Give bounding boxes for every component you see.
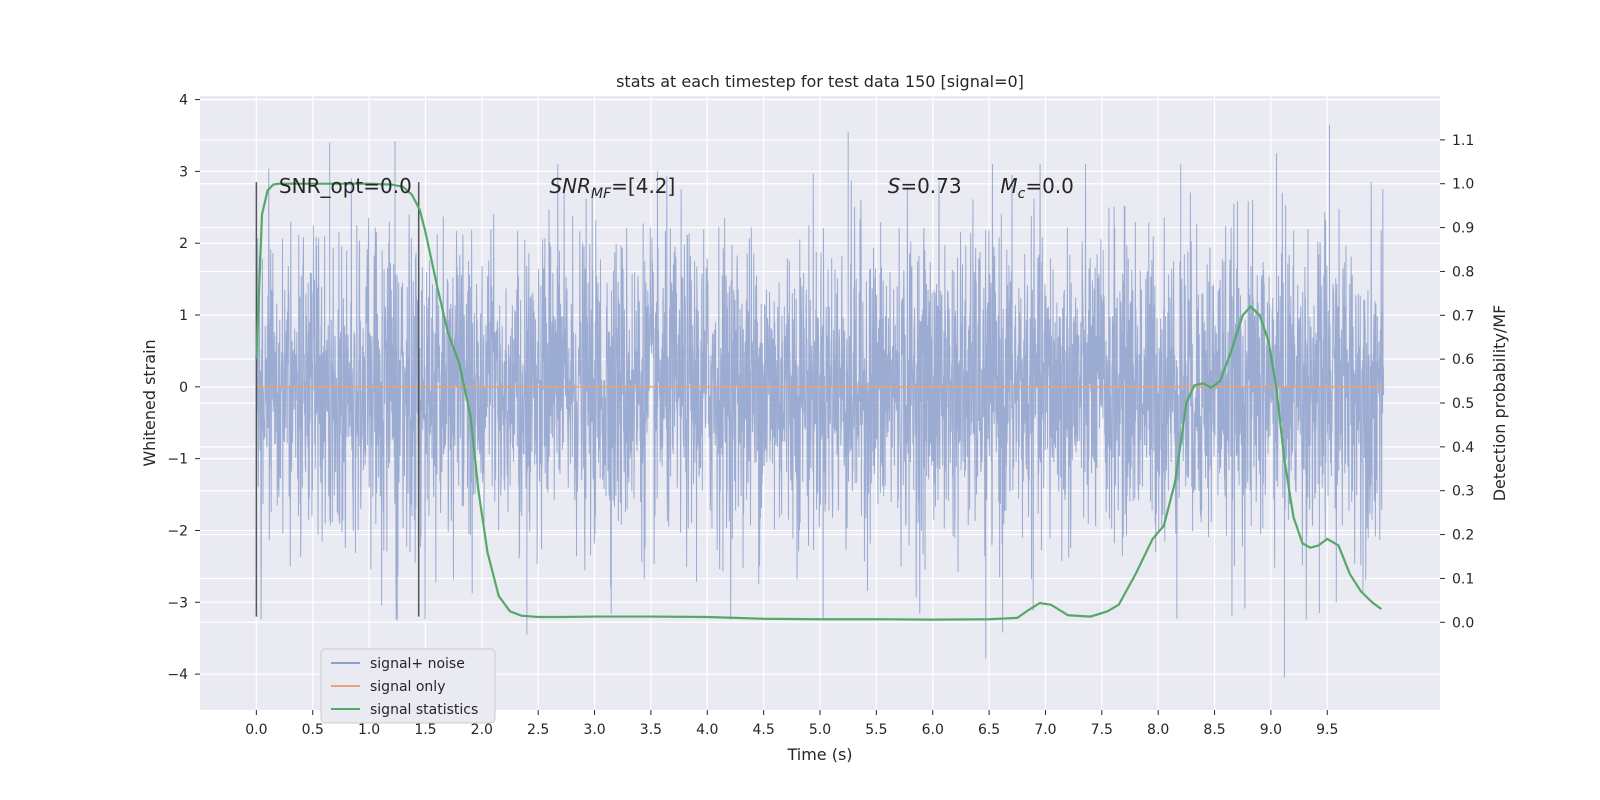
legend-label-signal-noise: signal+ noise bbox=[370, 656, 465, 672]
y-right-tick-label: 0.2 bbox=[1452, 528, 1474, 544]
x-tick-label: 4.5 bbox=[753, 722, 775, 738]
y-right-tick-label: 1.1 bbox=[1452, 133, 1474, 149]
y-right-tick-label: 0.6 bbox=[1452, 352, 1474, 368]
y-right-tick-label: 0.9 bbox=[1452, 221, 1474, 237]
x-tick-label: 7.0 bbox=[1034, 722, 1056, 738]
annotation-subscript: MF bbox=[591, 186, 612, 202]
annotation-main: SNR_opt=0.0 bbox=[279, 174, 412, 198]
y-axis-ticks: −4 −3 −2 −1 0 1 2 3 4 bbox=[167, 93, 200, 683]
signal-noise-series bbox=[255, 124, 1385, 678]
x-axis-label: Time (s) bbox=[786, 745, 852, 764]
x-tick-label: 2.0 bbox=[471, 722, 493, 738]
legend-box bbox=[320, 648, 496, 724]
y-tick-label: 2 bbox=[179, 236, 188, 252]
y-right-axis-label: Detection probability/MF bbox=[1490, 305, 1509, 502]
y-tick-label: −2 bbox=[167, 523, 188, 539]
y-tick-label: 3 bbox=[179, 164, 188, 180]
annotations: SNR_opt=0.0 SNRMF=[4.2] S=0.73 Mc=0.0 bbox=[279, 174, 1074, 202]
x-tick-label: 9.0 bbox=[1260, 722, 1282, 738]
x-tick-label: 3.5 bbox=[640, 722, 662, 738]
legend: signal+ noise signal only signal statist… bbox=[320, 648, 496, 724]
annotation-2: S=0.73 bbox=[888, 174, 962, 198]
annotation-value: =0.73 bbox=[900, 174, 961, 198]
y-right-tick-label: 0.4 bbox=[1452, 440, 1474, 456]
annotation-main: S bbox=[888, 174, 901, 198]
annotation-0: SNR_opt=0.0 bbox=[279, 174, 412, 198]
y-tick-label: 4 bbox=[179, 93, 188, 109]
annotation-main: SNR bbox=[549, 174, 591, 198]
x-tick-label: 6.0 bbox=[922, 722, 944, 738]
x-tick-label: 9.5 bbox=[1316, 722, 1338, 738]
x-tick-label: 1.0 bbox=[358, 722, 380, 738]
chart-title: stats at each timestep for test data 150… bbox=[616, 72, 1024, 91]
annotation-1: SNRMF=[4.2] bbox=[549, 174, 675, 202]
annotation-subscript: c bbox=[1018, 186, 1026, 202]
y-axis-label: Whitened strain bbox=[140, 339, 159, 466]
x-tick-label: 3.0 bbox=[583, 722, 605, 738]
y-tick-label: −4 bbox=[167, 667, 188, 683]
y-right-tick-label: 1.0 bbox=[1452, 177, 1474, 193]
x-tick-label: 5.0 bbox=[809, 722, 831, 738]
y-tick-label: 1 bbox=[179, 308, 188, 324]
y-right-tick-label: 0.7 bbox=[1452, 308, 1474, 324]
x-tick-label: 8.5 bbox=[1203, 722, 1225, 738]
annotation-3: Mc=0.0 bbox=[1000, 174, 1074, 202]
x-tick-label: 0.5 bbox=[302, 722, 324, 738]
x-tick-label: 6.5 bbox=[978, 722, 1000, 738]
vertical-markers bbox=[255, 182, 420, 617]
signal-statistics-line bbox=[255, 182, 1383, 621]
x-tick-label: 4.0 bbox=[696, 722, 718, 738]
y-right-tick-label: 0.5 bbox=[1452, 396, 1474, 412]
x-axis-ticks: 0.0 0.5 1.0 1.5 2.0 2.5 3.0 3.5 4.0 4.5 5.0 5.5 6.0 6… bbox=[245, 710, 1338, 738]
y-right-tick-label: 0.8 bbox=[1452, 264, 1474, 280]
legend-label-signal-only: signal only bbox=[370, 679, 445, 695]
x-tick-label: 0.0 bbox=[245, 722, 267, 738]
x-tick-label: 7.5 bbox=[1091, 722, 1113, 738]
signal-statistics-series bbox=[255, 182, 1383, 621]
y-right-tick-label: 0.3 bbox=[1452, 484, 1474, 500]
y-tick-label: 0 bbox=[179, 380, 188, 396]
x-tick-label: 5.5 bbox=[865, 722, 887, 738]
y-right-tick-label: 0.1 bbox=[1452, 571, 1474, 587]
x-tick-label: 2.5 bbox=[527, 722, 549, 738]
x-tick-label: 1.5 bbox=[414, 722, 436, 738]
y-right-tick-label: 0.0 bbox=[1452, 615, 1474, 631]
annotation-value: =[4.2] bbox=[611, 174, 675, 198]
signal-noise-line bbox=[255, 124, 1385, 678]
annotation-value: =0.0 bbox=[1025, 174, 1074, 198]
annotation-main: M bbox=[1000, 174, 1017, 198]
x-tick-label: 8.0 bbox=[1147, 722, 1169, 738]
legend-label-signal-statistics: signal statistics bbox=[370, 702, 478, 718]
y-tick-label: −3 bbox=[167, 595, 188, 611]
y-tick-label: −1 bbox=[167, 452, 188, 468]
y-right-axis-ticks: 0.0 0.1 0.2 0.3 0.4 0.5 0.6 0.7 0.8 0.9 1.0 1.1 bbox=[1440, 133, 1474, 631]
